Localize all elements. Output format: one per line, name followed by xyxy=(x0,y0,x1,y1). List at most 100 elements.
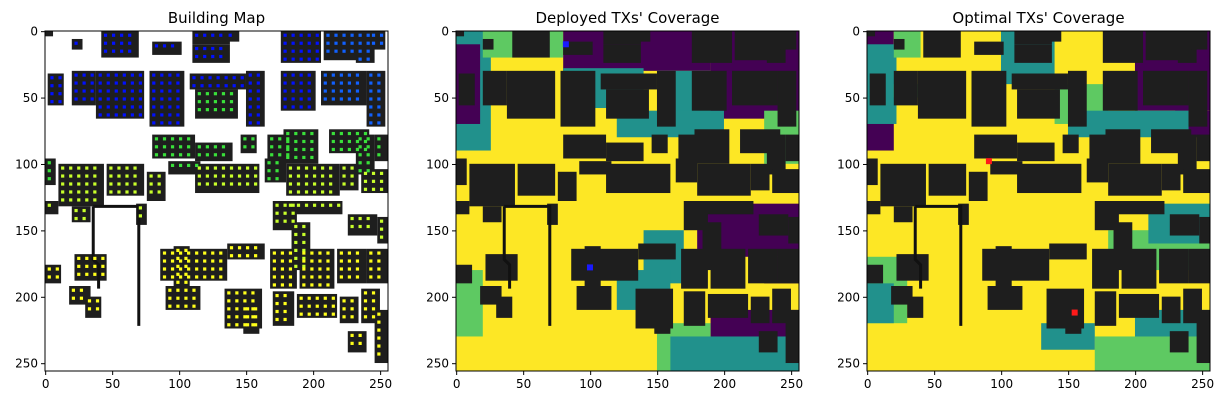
building-dot xyxy=(93,272,97,276)
building-dot xyxy=(117,174,121,178)
building-dot xyxy=(111,33,116,37)
building-dot xyxy=(90,97,94,101)
building-block xyxy=(366,70,386,127)
y-tick-label: 100 xyxy=(837,157,860,171)
building-dot xyxy=(211,33,215,37)
building-dot xyxy=(82,97,86,101)
building-dot xyxy=(227,315,231,319)
building-dot xyxy=(371,41,376,45)
building-dot xyxy=(125,190,129,194)
building-dot xyxy=(168,121,172,125)
building-dot xyxy=(302,248,306,253)
building-dot xyxy=(170,275,175,279)
x-tick-label: 150 xyxy=(235,377,258,391)
building-dot xyxy=(334,41,338,45)
building-dot xyxy=(176,304,180,308)
building-dot xyxy=(229,246,234,250)
building-block xyxy=(675,158,698,183)
building-dot xyxy=(98,73,102,77)
building-dot xyxy=(248,73,252,77)
building-dot xyxy=(79,296,84,300)
building-dot xyxy=(377,267,381,271)
building-block xyxy=(1161,163,1181,191)
building-dot xyxy=(178,145,183,149)
building-dot xyxy=(369,89,373,93)
building-dot xyxy=(160,89,164,93)
building-block xyxy=(1049,243,1087,260)
building-dot xyxy=(55,275,59,279)
building-dot xyxy=(294,232,298,237)
building-dot xyxy=(256,73,260,77)
building-dot xyxy=(377,137,381,141)
building-dot xyxy=(329,166,333,170)
building-block xyxy=(780,31,797,50)
building-dot xyxy=(363,291,368,295)
building-dot xyxy=(291,89,295,93)
building-dot xyxy=(245,174,250,178)
building-dot xyxy=(170,44,175,48)
building-dot xyxy=(347,97,352,101)
building-dot xyxy=(272,259,276,263)
building-dot xyxy=(221,92,226,96)
building-dot xyxy=(162,44,167,48)
building-dot xyxy=(275,317,279,322)
building-dot xyxy=(291,105,295,109)
x-tick-label: 0 xyxy=(42,377,50,391)
building-dot xyxy=(321,182,325,186)
building-block xyxy=(456,264,473,284)
building-dot xyxy=(280,283,285,287)
building-dot xyxy=(235,323,239,327)
building-dot xyxy=(61,166,65,170)
building-dot xyxy=(58,84,62,88)
building-dot xyxy=(138,105,142,109)
building-dot xyxy=(358,41,362,45)
building-dot xyxy=(377,145,381,149)
building-block xyxy=(603,44,641,63)
building-dot xyxy=(321,203,325,207)
building-dot xyxy=(187,153,191,157)
building-dot xyxy=(318,267,322,271)
building-block xyxy=(1121,248,1157,289)
building-dot xyxy=(299,73,303,77)
building-dot xyxy=(47,203,51,207)
building-dot xyxy=(329,203,333,207)
building-block xyxy=(987,286,1023,310)
building-dot xyxy=(168,304,172,308)
building-dot xyxy=(283,57,287,61)
building-dot xyxy=(200,84,204,88)
building-block xyxy=(750,163,770,191)
building-dot xyxy=(77,190,81,194)
building-dot xyxy=(243,137,247,141)
building-dot xyxy=(55,267,59,271)
building-dot xyxy=(178,259,183,263)
building-dot xyxy=(366,153,370,157)
building-dot xyxy=(152,97,156,101)
building-dot xyxy=(69,174,73,178)
building-dot xyxy=(288,203,293,207)
building-dot xyxy=(128,33,132,37)
building-dot xyxy=(98,89,102,93)
building-dot xyxy=(213,182,218,186)
building-dot xyxy=(74,81,78,85)
building-dot xyxy=(339,73,343,77)
building-block xyxy=(758,214,789,236)
building-dot xyxy=(237,246,242,250)
building-dot xyxy=(160,113,164,117)
building-dot xyxy=(114,97,118,101)
building-dot xyxy=(224,76,228,80)
building-block xyxy=(482,70,507,106)
building-dot xyxy=(106,73,110,77)
building-dot xyxy=(326,283,330,287)
building-dot xyxy=(203,259,207,263)
building-dot xyxy=(299,81,303,85)
building-dot xyxy=(122,105,126,109)
building-dot xyxy=(342,166,346,170)
building-dot xyxy=(283,203,287,207)
building-block xyxy=(366,248,388,284)
building-dot xyxy=(109,190,113,194)
building-dot xyxy=(296,182,301,186)
building-dot xyxy=(377,259,381,263)
building-dot xyxy=(85,256,89,260)
building-dot xyxy=(211,46,215,51)
building-dot xyxy=(200,76,204,80)
